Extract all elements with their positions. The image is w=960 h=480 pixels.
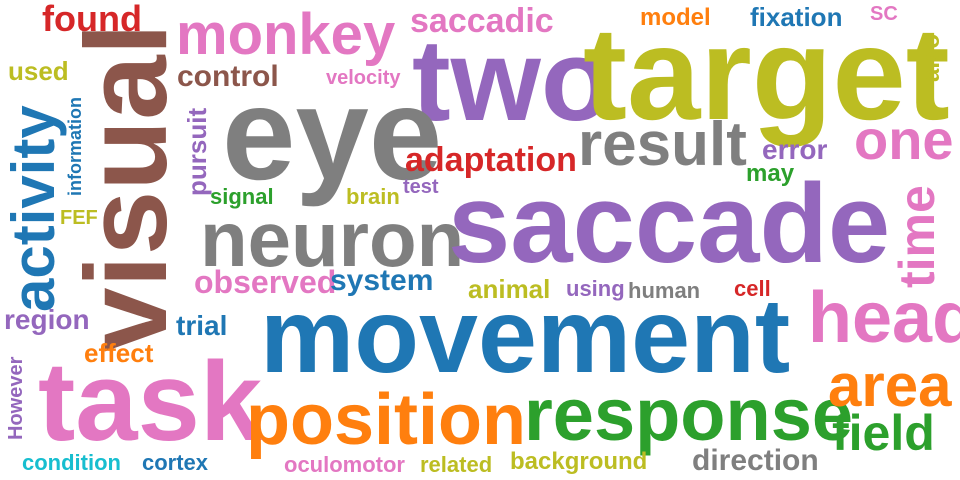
word-velocity: velocity bbox=[326, 67, 401, 89]
word-pursuit: pursuit bbox=[182, 107, 212, 196]
word-also: also bbox=[918, 33, 945, 82]
word-result: result bbox=[578, 110, 747, 179]
word-fixation: fixation bbox=[750, 2, 843, 32]
word-system: system bbox=[330, 264, 434, 297]
word-human: human bbox=[628, 278, 701, 303]
word-however: However bbox=[5, 356, 27, 440]
word-error: error bbox=[762, 134, 828, 165]
word-neuron: neuron bbox=[200, 195, 465, 283]
word-time: time bbox=[889, 185, 945, 288]
word-head: head bbox=[808, 278, 960, 358]
word-found: found bbox=[42, 0, 142, 39]
word-test: test bbox=[403, 176, 439, 198]
word-direction: direction bbox=[692, 444, 819, 477]
word-task: task bbox=[38, 339, 263, 464]
word-observed: observed bbox=[194, 264, 337, 300]
word-monkey: monkey bbox=[176, 2, 396, 67]
word-condition: condition bbox=[22, 450, 121, 475]
word-cell: cell bbox=[734, 276, 771, 301]
word-movement: movement bbox=[260, 277, 791, 395]
word-one: one bbox=[854, 108, 954, 171]
word-visual: visual bbox=[61, 23, 191, 352]
word-brain: brain bbox=[346, 184, 400, 209]
word-trial: trial bbox=[176, 310, 228, 341]
word-control: control bbox=[177, 60, 279, 93]
word-oculomotor: oculomotor bbox=[284, 452, 405, 477]
word-two: two bbox=[412, 15, 612, 145]
word-position: position bbox=[246, 380, 526, 460]
word-related: related bbox=[420, 452, 493, 477]
word-area: area bbox=[828, 352, 952, 419]
word-eye: eye bbox=[222, 60, 443, 207]
word-may: may bbox=[746, 160, 795, 187]
word-saccade: saccade bbox=[448, 161, 891, 286]
word-cortex: cortex bbox=[142, 450, 209, 475]
word-animal: animal bbox=[468, 274, 551, 304]
word-adaptation: adaptation bbox=[405, 141, 577, 179]
word-model: model bbox=[640, 4, 711, 31]
word-used: used bbox=[8, 56, 69, 86]
word-target: target bbox=[583, 0, 950, 147]
word-region: region bbox=[4, 304, 90, 335]
word-effect: effect bbox=[84, 338, 154, 368]
word-signal: signal bbox=[210, 184, 274, 209]
word-fef: FEF bbox=[60, 207, 98, 229]
word-field: field bbox=[832, 405, 935, 461]
word-response: response bbox=[524, 373, 854, 456]
word-activity: activity bbox=[0, 105, 67, 312]
word-sc: SC bbox=[870, 3, 898, 25]
word-using: using bbox=[566, 276, 625, 301]
word-saccadic: saccadic bbox=[410, 2, 554, 40]
word-background: background bbox=[510, 448, 648, 475]
